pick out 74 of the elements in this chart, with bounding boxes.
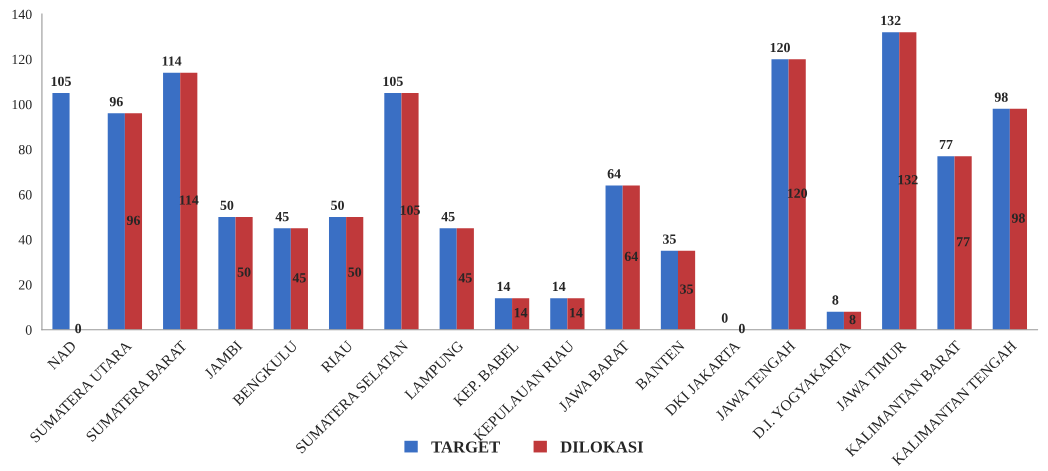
bar	[826, 311, 844, 330]
bar	[512, 298, 530, 330]
bar	[567, 298, 585, 330]
data-label: 96	[126, 215, 140, 225]
bar	[550, 298, 568, 330]
data-label: 0	[75, 323, 82, 334]
bar	[954, 156, 972, 330]
data-label: 64	[624, 251, 638, 262]
bar	[1009, 108, 1028, 330]
bar	[52, 93, 70, 330]
y-tick-label: 40	[18, 235, 32, 245]
data-label: 50	[348, 267, 362, 277]
bar	[439, 228, 457, 330]
bar	[273, 228, 291, 330]
bar	[494, 298, 513, 330]
data-label: 105	[51, 76, 71, 87]
data-label: 132	[881, 15, 901, 26]
data-label: 50	[220, 200, 234, 211]
data-label: 96	[109, 96, 123, 107]
bar	[384, 93, 402, 330]
y-tick-label: 60	[18, 190, 32, 200]
bar	[328, 217, 347, 330]
y-tick-label: 140	[12, 9, 32, 20]
bar	[401, 93, 419, 330]
bar	[622, 185, 640, 330]
data-label: 114	[162, 56, 182, 66]
data-label: 45	[275, 212, 289, 222]
data-label: 0	[721, 313, 728, 323]
bar	[605, 185, 623, 330]
bar	[456, 228, 474, 330]
y-tick-label: 120	[12, 54, 32, 65]
data-label: 14	[497, 281, 511, 292]
bar	[163, 72, 181, 330]
data-label: 35	[680, 284, 694, 294]
bar	[218, 217, 236, 330]
data-label: 98	[1011, 213, 1025, 223]
bar	[771, 59, 789, 330]
bar	[992, 108, 1010, 330]
bar	[899, 32, 917, 330]
bar	[678, 250, 696, 330]
data-label: 45	[458, 273, 472, 283]
bar	[124, 113, 143, 330]
bar	[788, 59, 806, 330]
data-label: 77	[939, 139, 953, 150]
bar	[235, 217, 253, 330]
data-label: 120	[770, 42, 790, 53]
data-label: 8	[849, 314, 856, 325]
data-label: 45	[292, 273, 306, 283]
bar	[882, 32, 900, 330]
bar	[107, 113, 125, 330]
data-label: 8	[832, 295, 839, 305]
y-tick-label: 80	[18, 144, 32, 155]
data-label: 14	[514, 308, 528, 318]
bar	[660, 250, 678, 330]
y-tick-label: 100	[12, 99, 32, 110]
legend-label: DILOKASI	[560, 441, 644, 453]
data-label: 77	[956, 237, 970, 247]
data-label: 14	[552, 281, 566, 292]
data-label: 64	[607, 169, 621, 179]
bar	[346, 217, 364, 330]
data-label: 45	[441, 212, 455, 222]
data-label: 0	[738, 323, 745, 334]
bar	[937, 156, 955, 330]
data-label: 35	[663, 234, 676, 244]
data-label: 50	[237, 267, 251, 277]
y-tick-label: 20	[18, 280, 32, 290]
data-label: 105	[383, 76, 403, 87]
bar	[180, 72, 198, 330]
data-label: 50	[331, 200, 344, 211]
data-label: 14	[570, 308, 583, 318]
data-label: 98	[994, 92, 1008, 102]
legend-label: TARGET	[431, 441, 500, 453]
y-tick-label: 0	[25, 325, 32, 335]
bar	[290, 228, 308, 330]
